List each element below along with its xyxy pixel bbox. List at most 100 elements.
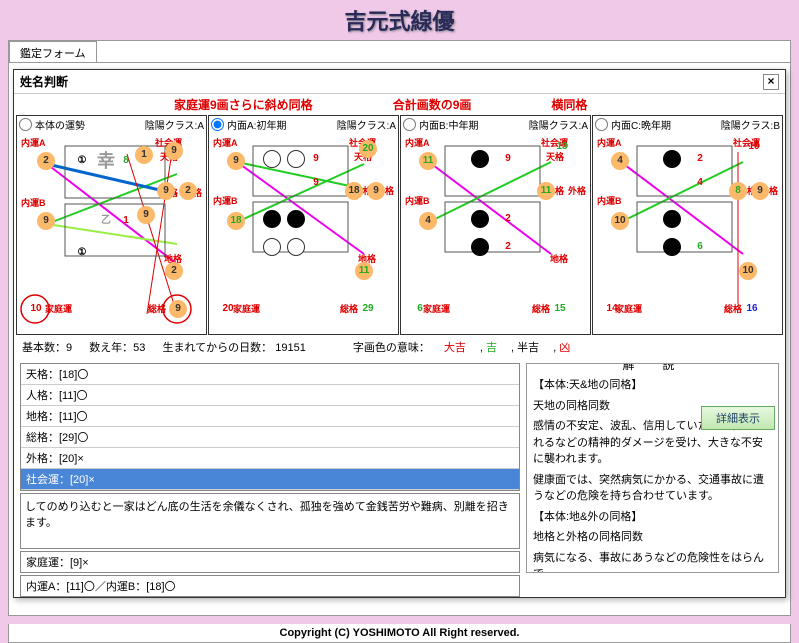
n: 4 — [611, 152, 629, 170]
rl3: 内面B:中年期 — [419, 117, 478, 132]
n: 乙 — [97, 212, 115, 230]
d — [263, 150, 281, 168]
row-jinkaku[interactable]: 人格：[11]〇 — [21, 385, 519, 406]
n: 9 — [307, 150, 325, 168]
n: 2 — [691, 150, 709, 168]
n: 14 — [603, 300, 621, 318]
n: 4 — [419, 212, 437, 230]
row-kateiun[interactable]: 家庭運：[9]× — [20, 551, 520, 573]
radio-b[interactable] — [403, 118, 416, 131]
n: 11 — [537, 182, 555, 200]
main-window: 鑑定フォーム 姓名判断 × 家庭運9画さらに斜め同格 合計画数の9画 横同格 本… — [8, 40, 791, 616]
d — [287, 150, 305, 168]
l: 内運A — [597, 136, 622, 149]
n: 1 — [135, 146, 153, 164]
row-tenkaku[interactable]: 天格：[18]〇 — [21, 364, 519, 385]
detail-button[interactable]: 詳細表示 — [701, 406, 775, 430]
row-chikaku[interactable]: 地格：[11]〇 — [21, 406, 519, 427]
n: 2 — [179, 182, 197, 200]
n: 1 — [117, 212, 135, 230]
k7: 病気になる、事故にあうなどの危険性をはらんで — [533, 550, 772, 574]
n: 6 — [691, 238, 709, 256]
yy-1: 陰陽クラス:A — [145, 117, 204, 132]
row-naiun[interactable]: 内運A：[11]〇／内運B：[18]〇 — [20, 575, 520, 597]
d — [471, 150, 489, 168]
n: 9 — [165, 142, 183, 160]
n: 16 — [743, 300, 761, 318]
yy3: 陰陽クラス:A — [529, 117, 588, 132]
row-gaikaku[interactable]: 外格：[20]× — [21, 448, 519, 469]
panel-b: 内面B:中年期 陰陽クラス:A 内運A 内運B 社会運 天格 人格 外格 — [400, 115, 591, 335]
n: 10 — [27, 300, 45, 318]
seimei-modal: 姓名判断 × 家庭運9画さらに斜め同格 合計画数の9画 横同格 本体の運勢 陰陽… — [13, 69, 786, 598]
d — [663, 210, 681, 228]
stats-row: 基本数：9 数え年：53 生まれてからの日数： 19151 字画色の意味：大吉,… — [14, 335, 785, 359]
radio-a[interactable] — [211, 118, 224, 131]
radio-hontai[interactable] — [19, 118, 32, 131]
n: 11 — [355, 262, 373, 280]
lg-h: 半吉 — [517, 342, 539, 354]
n: 10 — [745, 138, 763, 156]
d — [663, 150, 681, 168]
d — [471, 210, 489, 228]
footer: Copyright (C) YOSHIMOTO All Right reserv… — [8, 624, 791, 643]
lg-k: 吉 — [486, 342, 497, 354]
l: 総格 — [724, 302, 742, 315]
l: 総格 — [532, 302, 550, 315]
n: 15 — [551, 300, 569, 318]
n: 20 — [359, 140, 377, 158]
description-text[interactable]: してのめり込むと一家はどん底の生活を余儀なくされ、孤独を強めて金銭苦労や難病、別… — [20, 493, 520, 549]
tab-kantei[interactable]: 鑑定フォーム — [9, 41, 97, 62]
rl2: 内面A:初年期 — [227, 117, 286, 132]
kaisetsu-title: 解 説 — [613, 363, 693, 373]
k0: 【本体:天&地の同格】 — [533, 377, 772, 394]
n: 9 — [137, 206, 155, 224]
lbl-naiunB: 内運B — [21, 196, 46, 209]
l: 地格 — [550, 252, 568, 265]
d — [287, 238, 305, 256]
yy4: 陰陽クラス:B — [721, 117, 780, 132]
st-kihon: 基本数：9 — [22, 342, 72, 354]
n: 9 — [499, 150, 517, 168]
n: 10 — [611, 212, 629, 230]
lg-d: 大吉 — [444, 342, 466, 354]
n: 18 — [345, 182, 363, 200]
k5: 【本体:地&外の同格】 — [533, 509, 772, 526]
k3: 健康面では、突然病気にかかる、交通事故に遭うなどの危険を持ち合わせています。 — [533, 472, 772, 505]
kaku-list[interactable]: 天格：[18]〇 人格：[11]〇 地格：[11]〇 総格：[29]〇 外格：[… — [20, 363, 520, 491]
anno-1: 家庭運9画さらに斜め同格 — [174, 96, 313, 113]
l: 内運A — [213, 136, 238, 149]
l: 外格 — [568, 184, 586, 197]
n: 9 — [227, 152, 245, 170]
panel-a: 内面A:初年期 陰陽クラス:A 内運A 内運B 社会運 天格 人格 — [208, 115, 399, 335]
l: 内運B — [213, 194, 238, 207]
k6: 地格と外格の同格同数 — [533, 529, 772, 546]
row-soukaku[interactable]: 総格：[29]〇 — [21, 427, 519, 448]
char: 幸 — [97, 152, 115, 170]
d — [663, 238, 681, 256]
n: 11 — [419, 152, 437, 170]
row-shakaiun[interactable]: 社会運：[20]× — [21, 469, 519, 490]
anno-2: 合計画数の9画 — [393, 96, 472, 113]
l: 内運B — [597, 194, 622, 207]
close-icon[interactable]: × — [763, 74, 779, 90]
lbl-katei: 家庭運 — [45, 302, 72, 315]
radio-c[interactable] — [595, 118, 608, 131]
rl4: 内面C:晩年期 — [611, 117, 671, 132]
lg: 字画色の意味： — [353, 342, 430, 354]
n: 6 — [411, 300, 429, 318]
panel-c: 内面C:晩年期 陰陽クラス:B 内運A 内運B 社会運 人格 外格 — [592, 115, 783, 335]
n: 18 — [227, 212, 245, 230]
st-days: 生まれてからの日数： 19151 — [163, 342, 306, 354]
n: 2 — [165, 262, 183, 280]
d — [263, 238, 281, 256]
n: 10 — [739, 262, 757, 280]
right-column: 解 説 【本体:天&地の同格】 天地の同格同数 感情の不安定、波乱、信用していた… — [526, 363, 779, 597]
lbl-naiunA: 内運A — [21, 136, 46, 149]
n: 9 — [157, 182, 175, 200]
tab-bar: 鑑定フォーム — [9, 41, 790, 63]
n: 13 — [553, 138, 571, 156]
d — [287, 210, 305, 228]
annotation-row: 家庭運9画さらに斜め同格 合計画数の9画 横同格 — [14, 94, 785, 115]
n: 2 — [37, 152, 55, 170]
